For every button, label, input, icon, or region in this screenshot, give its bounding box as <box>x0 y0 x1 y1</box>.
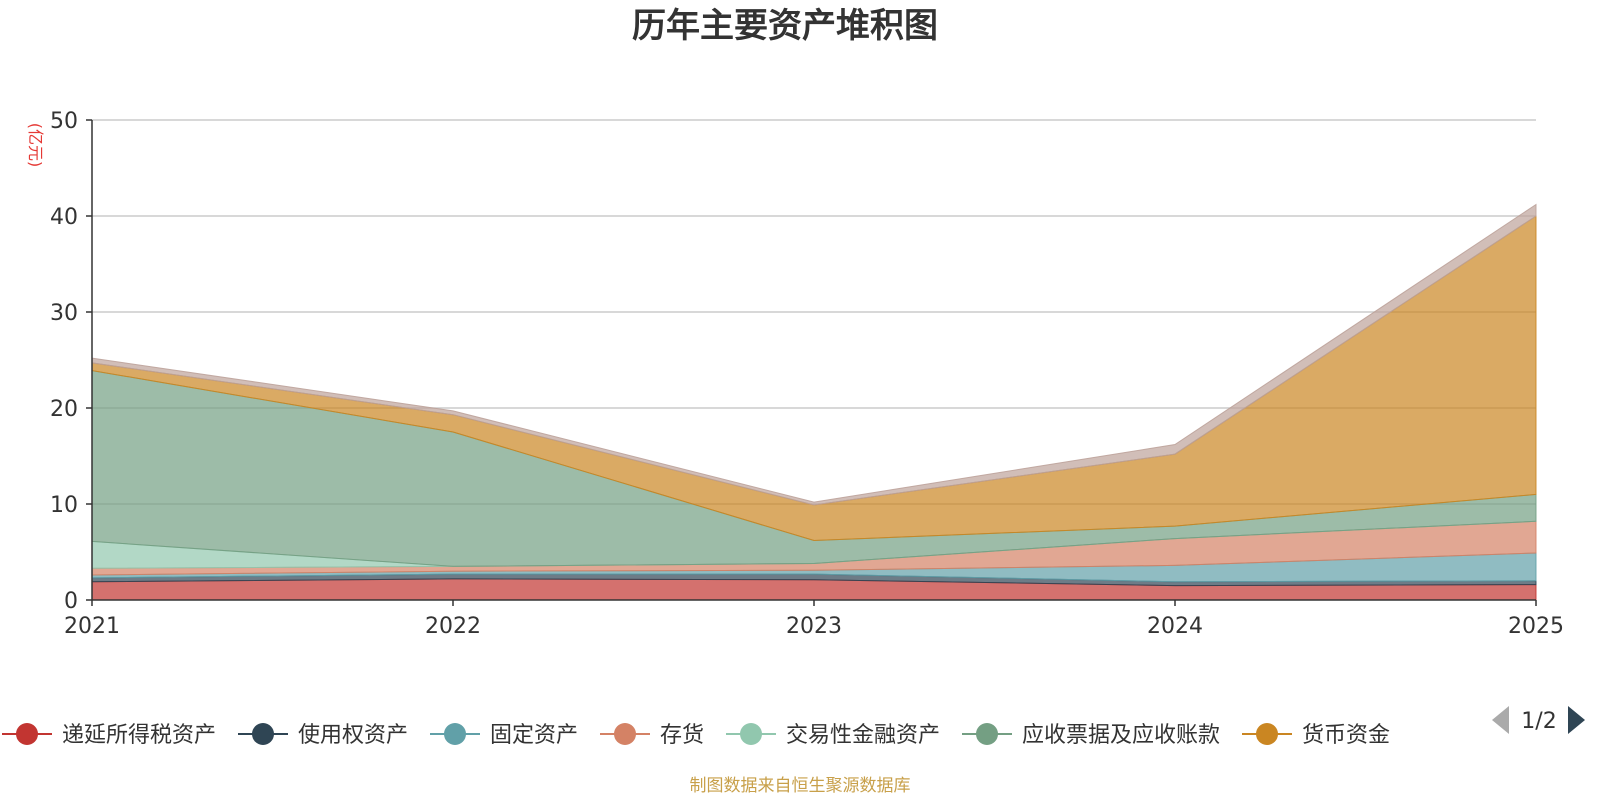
legend-prev-icon[interactable] <box>1492 706 1509 734</box>
x-tick-label: 2023 <box>786 614 842 639</box>
legend-marker-icon <box>1256 723 1278 745</box>
x-tick-label: 2025 <box>1508 614 1564 639</box>
x-tick-label: 2021 <box>64 614 120 639</box>
legend: 递延所得税资产 使用权资产 固定资产 存货 交易性金融资产 应收票据及应收账款 货币资金 <box>2 723 1390 748</box>
legend-marker-icon <box>614 723 636 745</box>
legend-label: 应收票据及应收账款 <box>1022 723 1220 748</box>
y-tick-label: 40 <box>50 205 78 230</box>
y-tick-label: 0 <box>64 589 78 614</box>
legend-label: 交易性金融资产 <box>786 723 940 748</box>
y-tick-label: 50 <box>50 109 78 134</box>
legend-label: 使用权资产 <box>298 723 408 748</box>
legend-item[interactable]: 交易性金融资产 <box>726 723 940 748</box>
legend-marker-icon <box>252 723 274 745</box>
legend-pager: 1/2 <box>1492 706 1585 734</box>
legend-item[interactable]: 递延所得税资产 <box>2 723 216 748</box>
legend-item[interactable]: 货币资金 <box>1242 723 1390 748</box>
x-tick-label: 2022 <box>425 614 481 639</box>
legend-item[interactable]: 存货 <box>600 723 704 748</box>
legend-label: 固定资产 <box>490 723 578 748</box>
y-axis-unit: (亿元) <box>26 123 45 168</box>
legend-page-indicator: 1/2 <box>1521 709 1556 734</box>
axes: 0 10 20 30 40 50 2021 2022 2023 2024 2025 <box>50 109 1564 639</box>
area-series <box>91 203 1537 601</box>
legend-label: 递延所得税资产 <box>62 723 216 748</box>
legend-label: 货币资金 <box>1302 723 1390 748</box>
x-tick-label: 2024 <box>1147 614 1203 639</box>
source-note: 制图数据来自恒生聚源数据库 <box>690 776 911 796</box>
legend-next-icon[interactable] <box>1568 706 1585 734</box>
chart-title: 历年主要资产堆积图 <box>632 6 938 46</box>
legend-marker-icon <box>16 723 38 745</box>
y-tick-label: 30 <box>50 301 78 326</box>
area-8[interactable] <box>91 203 1537 506</box>
y-tick-label: 10 <box>50 493 78 518</box>
legend-marker-icon <box>740 723 762 745</box>
legend-label: 存货 <box>660 723 704 748</box>
legend-item[interactable]: 固定资产 <box>430 723 578 748</box>
legend-item[interactable]: 应收票据及应收账款 <box>962 723 1220 748</box>
legend-marker-icon <box>444 723 466 745</box>
y-tick-label: 20 <box>50 397 78 422</box>
legend-marker-icon <box>976 723 998 745</box>
legend-item[interactable]: 使用权资产 <box>238 723 408 748</box>
